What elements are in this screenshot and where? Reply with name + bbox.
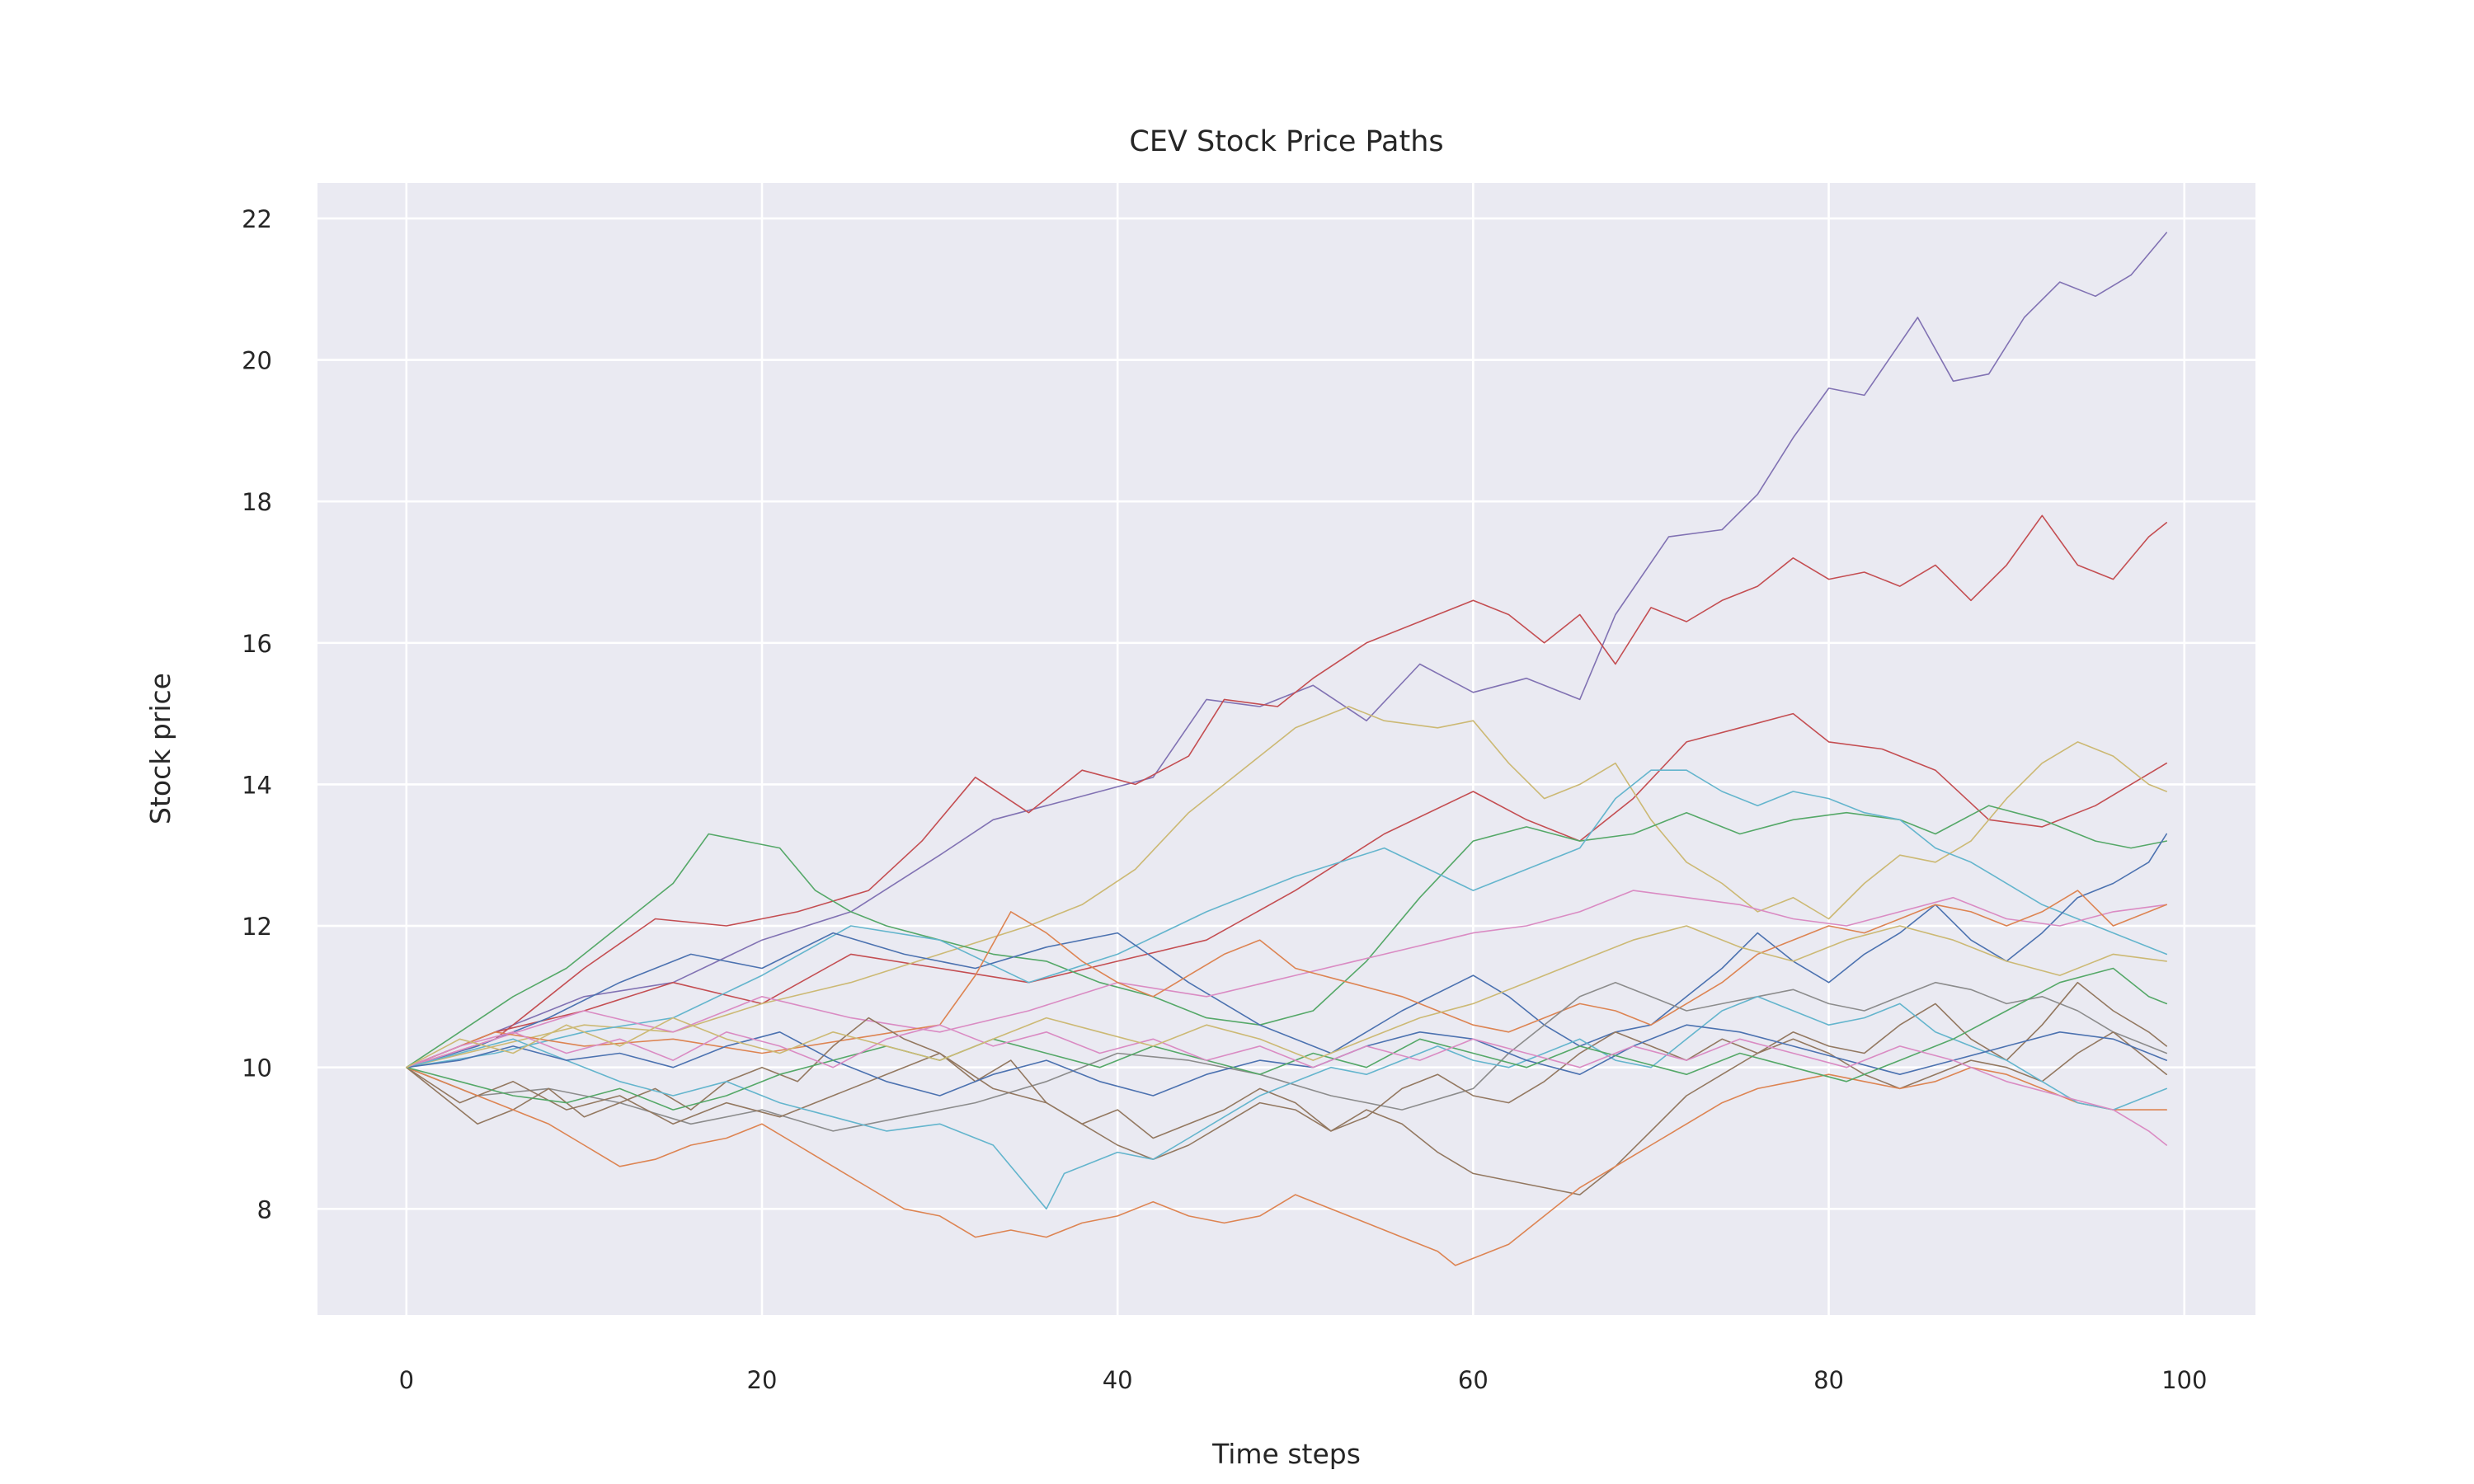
series-line-10 bbox=[406, 981, 2167, 1132]
series-line-9 bbox=[406, 890, 2167, 1068]
series-line-8 bbox=[406, 890, 2167, 1068]
chart-title: CEV Stock Price Paths bbox=[1129, 125, 1443, 158]
x-axis-label: Time steps bbox=[1211, 1438, 1361, 1470]
gridlines bbox=[317, 183, 2255, 1315]
y-tick-label: 8 bbox=[257, 1195, 272, 1223]
x-tick-label: 80 bbox=[1813, 1366, 1844, 1394]
series-line-7 bbox=[406, 833, 2167, 1068]
series-line-16 bbox=[406, 967, 2167, 1111]
series-line-6 bbox=[406, 769, 2167, 1068]
series-line-17 bbox=[406, 1024, 2167, 1146]
y-tick-label: 10 bbox=[242, 1054, 272, 1082]
x-tick-label: 60 bbox=[1458, 1366, 1489, 1394]
series-line-2 bbox=[406, 514, 2167, 1068]
y-tick-label: 18 bbox=[242, 488, 272, 516]
y-tick-label: 14 bbox=[242, 771, 272, 799]
x-tick-labels: 0 20 40 60 80 100 bbox=[399, 1366, 2208, 1394]
series-line-18 bbox=[406, 925, 2167, 1068]
x-tick-label: 20 bbox=[747, 1366, 778, 1394]
plot-background bbox=[317, 183, 2255, 1315]
series-lines bbox=[406, 232, 2167, 1266]
y-tick-label: 16 bbox=[242, 630, 272, 658]
y-tick-labels: 8 10 12 14 16 18 20 22 bbox=[242, 205, 272, 1223]
x-tick-label: 100 bbox=[2161, 1366, 2207, 1394]
series-line-13 bbox=[406, 1066, 2167, 1266]
y-tick-label: 22 bbox=[242, 205, 272, 233]
y-axis-label: Stock price bbox=[144, 673, 176, 824]
series-line-11 bbox=[406, 981, 2167, 1139]
x-tick-label: 40 bbox=[1103, 1366, 1133, 1394]
series-line-1 bbox=[406, 232, 2167, 1068]
series-line-4 bbox=[406, 706, 2167, 1068]
y-tick-label: 12 bbox=[242, 913, 272, 941]
series-line-14 bbox=[406, 996, 2167, 1210]
series-line-3 bbox=[406, 712, 2167, 1068]
series-line-12 bbox=[406, 1031, 2167, 1195]
y-tick-label: 20 bbox=[242, 347, 272, 375]
x-tick-label: 0 bbox=[399, 1366, 414, 1394]
